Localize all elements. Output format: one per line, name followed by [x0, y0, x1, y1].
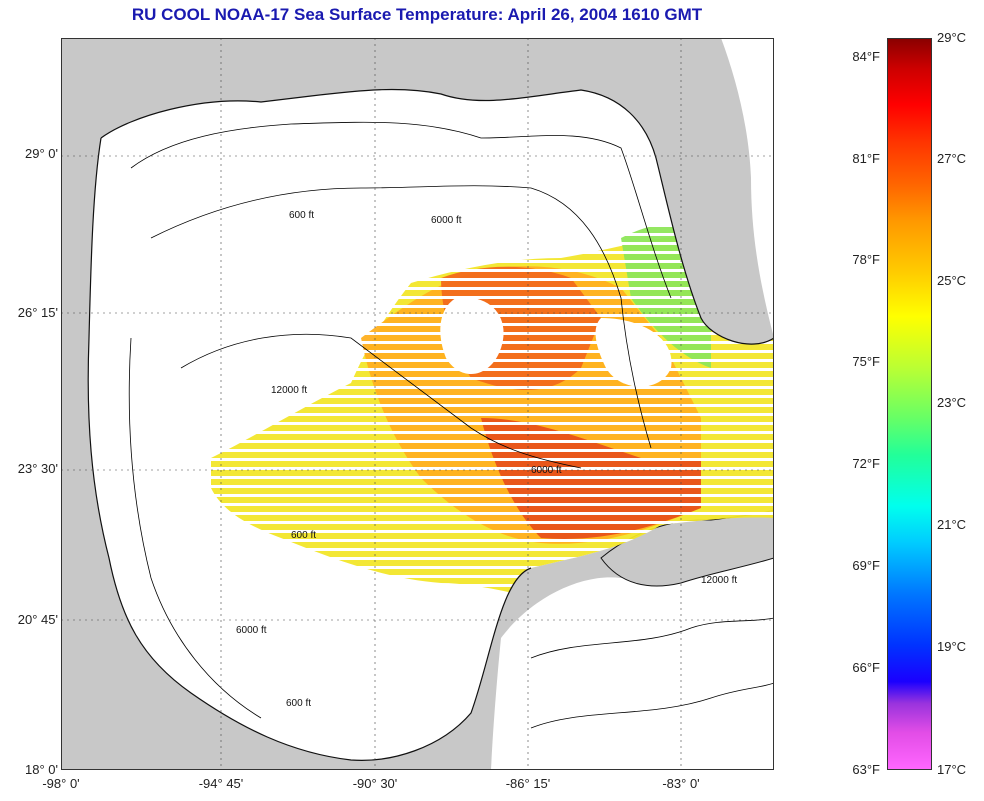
lon-label: -90° 30': [352, 776, 398, 791]
contour-label: 600 ft: [289, 210, 314, 221]
fahrenheit-label: 84°F: [852, 49, 880, 64]
lat-label: 29° 0': [25, 146, 58, 161]
lon-label: -94° 45': [198, 776, 244, 791]
lon-label: -98° 0': [42, 776, 80, 791]
contour-600ft: [130, 121, 672, 299]
contour-label: 6000 ft: [531, 465, 562, 476]
celsius-label: 19°C: [937, 639, 967, 654]
cloud-gap: [440, 297, 504, 375]
graticule: [61, 38, 774, 770]
contour-label: 600 ft: [286, 698, 311, 709]
contour-label: 12000 ft: [701, 575, 737, 586]
fahrenheit-label: 81°F: [852, 151, 880, 166]
sst-map[interactable]: 600 ft 6000 ft 12000 ft 600 ft 6000 ft 1…: [61, 38, 774, 770]
celsius-label: 23°C: [937, 395, 967, 410]
contour-label: 6000 ft: [431, 215, 462, 226]
fahrenheit-label: 69°F: [852, 558, 880, 573]
fahrenheit-label: 72°F: [852, 456, 880, 471]
atlantic-water: [721, 38, 774, 338]
fahrenheit-label: 78°F: [852, 252, 880, 267]
lat-label: 20° 45': [17, 612, 58, 627]
celsius-label: 29°C: [937, 30, 967, 45]
lon-label: -83° 0': [662, 776, 700, 791]
sst-map-canvas: 600 ft 6000 ft 12000 ft 600 ft 6000 ft 1…: [61, 38, 774, 770]
celsius-label: 17°C: [937, 762, 967, 777]
cuba-landmass: [600, 509, 774, 587]
sst-data-layer: [88, 89, 774, 761]
coastline: [100, 88, 774, 345]
cloud-gap: [595, 318, 672, 387]
contour-12000ft: [180, 333, 582, 469]
lat-label: 26° 15': [17, 305, 58, 320]
chart-title: RU COOL NOAA-17 Sea Surface Temperature:…: [131, 5, 703, 24]
temperature-colorbar: [887, 38, 932, 770]
lat-label: 23° 30': [17, 461, 58, 476]
map-border: [61, 38, 774, 770]
contour-12000ft-caribbean: [530, 617, 774, 659]
lat-label: 18° 0': [25, 762, 58, 777]
contour-label: 600 ft: [291, 530, 316, 541]
contour-label: 6000 ft: [236, 625, 267, 636]
caribbean-water: [491, 558, 774, 770]
celsius-label: 25°C: [937, 273, 967, 288]
fahrenheit-label: 75°F: [852, 354, 880, 369]
contour-6000ft-west: [128, 337, 262, 719]
celsius-label: 21°C: [937, 517, 967, 532]
contour-6000ft: [150, 185, 652, 449]
lon-label: -86° 15': [505, 776, 551, 791]
fahrenheit-label: 63°F: [852, 762, 880, 777]
celsius-label: 27°C: [937, 151, 967, 166]
coastline-mexico: [87, 137, 532, 761]
fahrenheit-label: 66°F: [852, 660, 880, 675]
contour-6000ft-caribbean: [530, 682, 774, 729]
contour-label: 12000 ft: [271, 385, 307, 396]
